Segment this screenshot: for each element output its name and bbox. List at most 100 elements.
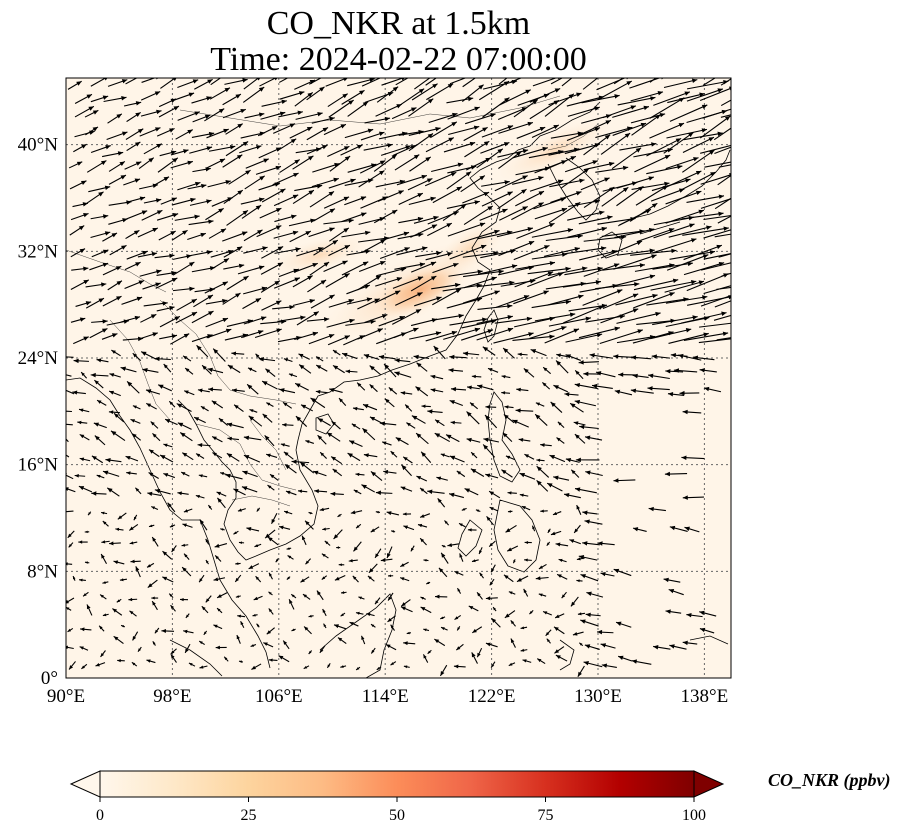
colorbar-bar [99,770,695,798]
wind-vector [85,126,99,136]
wind-vector [503,574,514,583]
colorbar-min-extend [69,770,101,798]
wind-vector [682,226,729,236]
wind-vector [176,403,192,412]
wind-vector [364,116,391,124]
wind-vector [143,198,162,204]
wind-vector [237,508,246,512]
wind-vector [315,356,324,362]
wind-vector [390,661,397,666]
wind-vector [265,368,276,377]
wind-vector [396,174,428,186]
wind-vector [534,312,576,322]
wind-vector [612,274,656,287]
wind-vector [222,154,243,168]
wind-vector [518,438,531,442]
wind-vector [556,353,568,358]
wind-vector [78,540,88,544]
wind-vector [682,149,715,173]
wind-vector [233,404,244,413]
wind-vector [460,329,494,341]
wind-vector [300,576,310,583]
wind-vector [207,180,231,188]
wind-vector [273,194,299,207]
wind-vector [333,529,343,540]
wind-vector [288,599,295,610]
longitude-tick-labels: 90°E 98°E 106°E 114°E 122°E 130°E 138°E [47,686,728,707]
wind-vector [479,208,508,221]
coastline-china-east [391,101,601,371]
wind-vector [261,246,284,259]
wind-vector [684,526,700,533]
wind-vector [232,388,245,393]
wind-vector [258,356,276,362]
wind-vector [288,373,298,378]
wind-vector [193,294,214,308]
wind-vector [410,275,437,292]
wind-vector [140,313,157,323]
wind-vector [157,384,173,392]
wind-vector [249,408,258,413]
wind-vector [226,275,249,291]
lon-tick-label: 122°E [468,686,516,707]
wind-vector [181,452,194,461]
wind-vector [376,666,382,671]
wind-vector [549,454,566,463]
wind-vector [411,83,438,101]
wind-vector [187,232,207,241]
wind-vector [133,514,138,521]
wind-vector [330,456,343,465]
wind-vector [181,566,192,577]
wind-vector [561,591,567,599]
wind-vector [499,206,528,221]
wind-vector [290,593,297,599]
wind-vector [513,99,539,118]
wind-vector [266,627,275,635]
wind-vector [86,604,93,616]
wind-vector [303,665,310,670]
wind-vector [402,456,413,464]
wind-vector [80,371,88,379]
wind-vector [581,94,620,104]
wind-vector [476,591,483,600]
wind-vector [542,610,552,616]
wind-vector [159,315,181,328]
wind-vector [534,207,568,220]
wind-vector [67,627,74,633]
wind-vector [239,145,262,154]
wind-vector [184,367,194,375]
wind-vector [426,83,454,101]
wind-vector [89,262,109,271]
wind-vector [66,606,72,611]
wind-vector [406,422,416,429]
wind-vector [463,205,494,226]
wind-vector [204,108,225,122]
wind-vector [394,358,411,363]
wind-vector [333,624,347,630]
wind-vector [415,251,442,258]
wind-vector [289,230,312,243]
wind-vector [140,332,159,340]
wind-vector [720,78,731,86]
wind-vector [231,351,245,356]
wind-vector [266,402,274,407]
wind-vector [173,92,195,101]
wind-vector [66,410,72,413]
wind-vector [93,422,107,429]
wind-vector [100,553,108,565]
wind-vector [441,544,446,548]
wind-vector [183,629,194,634]
wind-vector [520,648,528,652]
wind-vector [529,99,560,120]
wind-vector [77,420,88,425]
wind-vector [420,606,432,614]
wind-vector [94,435,106,446]
wind-vector [717,174,731,186]
wind-vector [699,86,731,102]
wind-vector [386,511,400,516]
wind-vector [223,263,245,270]
wind-vector [177,79,199,89]
wind-vector [361,484,376,493]
wind-vector [427,222,453,237]
wind-vector [327,145,350,158]
